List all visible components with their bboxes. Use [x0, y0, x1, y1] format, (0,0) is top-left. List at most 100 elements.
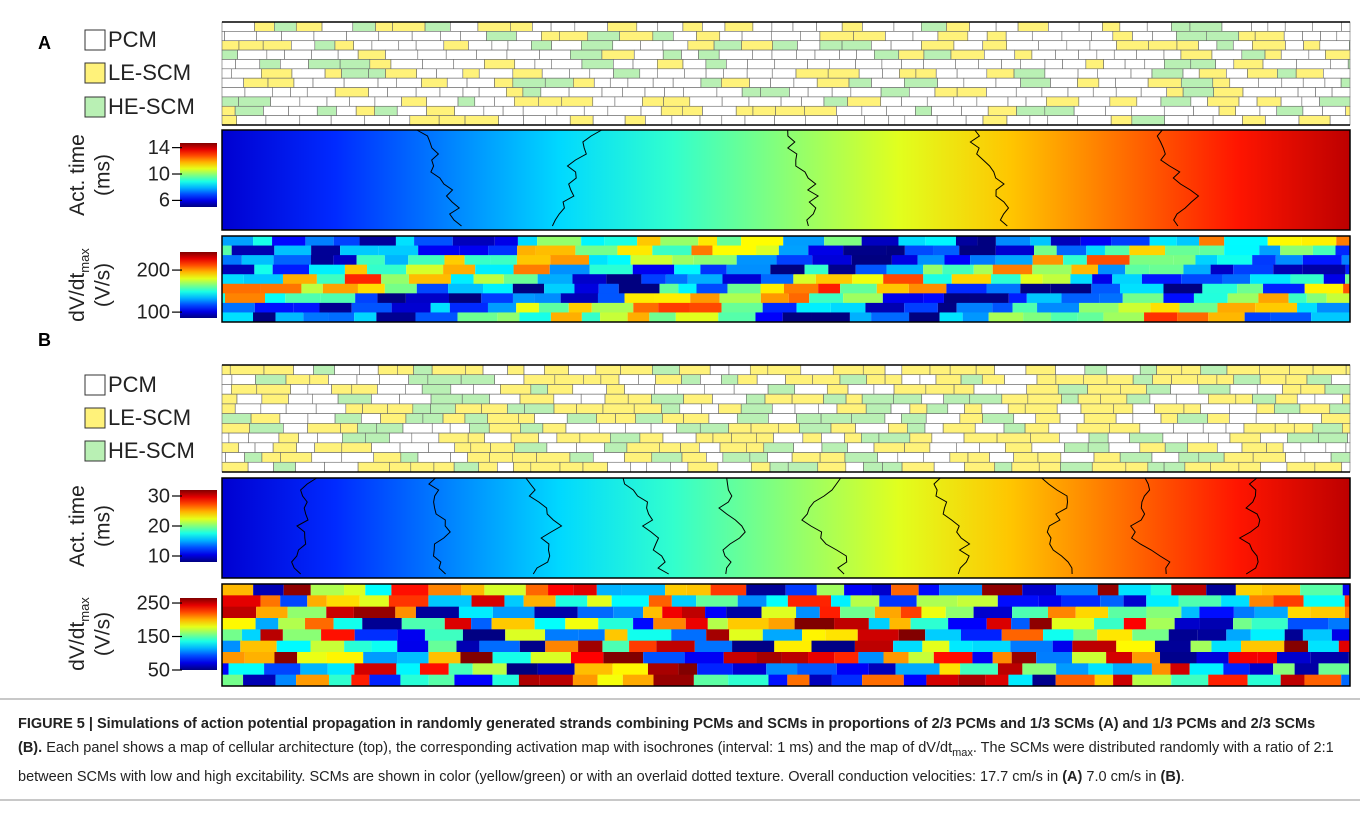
cell: [1034, 246, 1057, 256]
cell: [756, 652, 781, 664]
cell: [896, 663, 940, 675]
cell: [245, 453, 262, 463]
cell: [1286, 453, 1305, 463]
cell: [977, 236, 995, 246]
cell: [263, 106, 288, 115]
cell: [727, 284, 760, 294]
cell: [1337, 31, 1350, 40]
cell: [702, 22, 725, 31]
cell: [1175, 618, 1200, 630]
cell: [757, 375, 785, 385]
cell: [402, 618, 445, 630]
cell: [328, 312, 354, 322]
cell: [1214, 88, 1243, 97]
cell: [653, 31, 673, 40]
cell: [676, 312, 718, 322]
cell: [1252, 22, 1268, 31]
cell: [1088, 384, 1121, 394]
cell: [396, 663, 420, 675]
cell: [996, 384, 1026, 394]
cell: [535, 246, 575, 256]
cell: [996, 246, 1034, 256]
cell: [998, 595, 1039, 607]
cell: [648, 663, 678, 675]
cell: [641, 274, 665, 284]
cell: [322, 22, 353, 31]
cell: [891, 404, 910, 414]
cell: [385, 284, 417, 294]
cell: [1304, 675, 1341, 687]
cell: [902, 59, 924, 68]
cell: [257, 384, 291, 394]
cell: [1181, 50, 1212, 59]
cell: [510, 22, 532, 31]
cell: [345, 265, 367, 275]
cell: [973, 641, 1011, 653]
legend-swatch: [85, 97, 105, 117]
cell: [761, 284, 784, 294]
cell: [1088, 443, 1109, 453]
cell: [402, 97, 427, 106]
cell: [1074, 106, 1106, 115]
cell: [600, 312, 628, 322]
cell: [1320, 41, 1350, 50]
cell: [1230, 404, 1257, 414]
cell: [645, 88, 665, 97]
cell: [1303, 629, 1332, 641]
cell: [1210, 462, 1239, 472]
cell: [1283, 443, 1301, 453]
cell: [344, 641, 371, 653]
cell: [310, 375, 329, 385]
cell: [1118, 584, 1150, 596]
cell: [820, 31, 854, 40]
cell: [551, 312, 582, 322]
cell: [1226, 629, 1250, 641]
cell: [1102, 22, 1119, 31]
cell: [1252, 255, 1276, 265]
cell: [926, 384, 954, 394]
cell: [968, 453, 990, 463]
cell: [573, 384, 607, 394]
cell: [808, 88, 832, 97]
cell: [1117, 41, 1149, 50]
cell: [1294, 423, 1313, 433]
cell: [713, 433, 731, 443]
cell: [843, 293, 883, 303]
cell: [742, 88, 760, 97]
cell: [1342, 255, 1350, 265]
cell: [594, 78, 610, 87]
cell: [1112, 274, 1142, 284]
cell: [1243, 88, 1275, 97]
cell: [824, 394, 847, 404]
cell: [805, 116, 837, 125]
cell: [655, 375, 681, 385]
cell: [1132, 116, 1165, 125]
cell: [526, 584, 548, 596]
cell: [904, 78, 937, 87]
cell: [222, 652, 245, 664]
cell: [524, 595, 556, 607]
cell: [717, 88, 742, 97]
cell: [461, 584, 484, 596]
cell: [327, 595, 360, 607]
cell: [1313, 423, 1343, 433]
cell: [455, 106, 484, 115]
cell: [369, 69, 386, 78]
cell: [827, 384, 848, 394]
cell: [253, 584, 284, 596]
cell: [280, 453, 311, 463]
cell: [1086, 246, 1105, 256]
legend-swatch: [85, 408, 105, 428]
cell: [416, 88, 440, 97]
cell: [1173, 423, 1203, 433]
cell: [627, 629, 671, 641]
cell: [1284, 31, 1302, 40]
cell: [547, 443, 577, 453]
cell: [948, 618, 987, 630]
cell: [706, 59, 726, 68]
cell: [677, 423, 701, 433]
cell: [766, 663, 797, 675]
cell: [1152, 453, 1179, 463]
cell: [856, 265, 887, 275]
cell: [573, 78, 594, 87]
